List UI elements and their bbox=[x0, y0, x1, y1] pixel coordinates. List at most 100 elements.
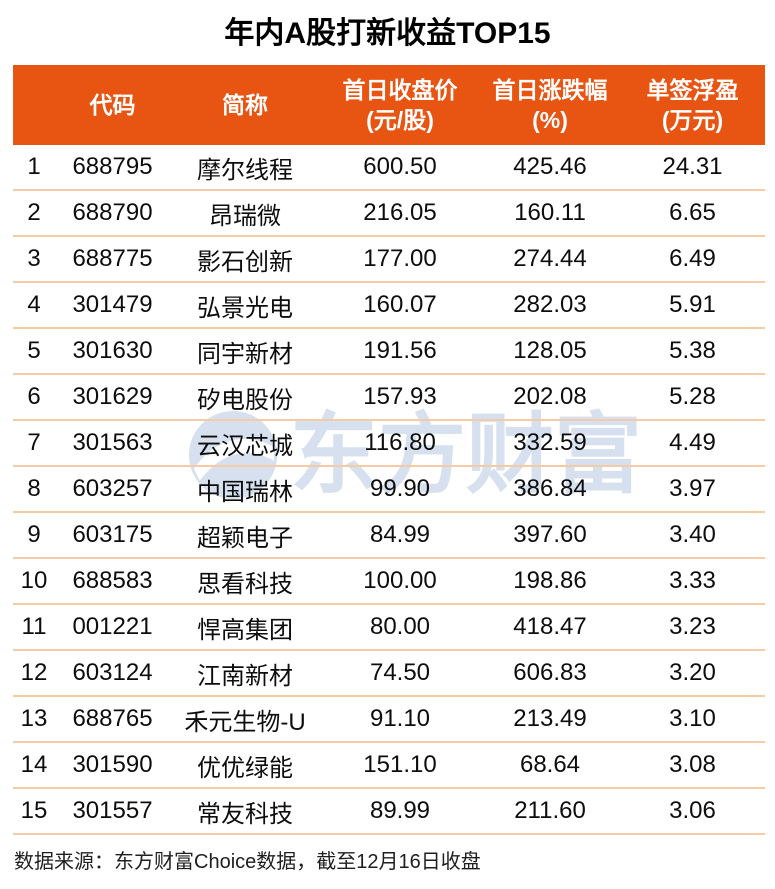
rank-cell: 2 bbox=[27, 199, 41, 226]
rank-cell: 11 bbox=[21, 613, 47, 640]
table-row: 2 688790 昂瑞微 216.05 160.11 6.65 bbox=[13, 191, 765, 237]
table-row: 15 301557 常友科技 89.99 211.60 3.06 bbox=[13, 789, 765, 835]
stock-code-cell: 301479 bbox=[72, 291, 153, 318]
stock-code-cell: 688790 bbox=[72, 199, 153, 226]
change-pct-cell: 274.44 bbox=[513, 245, 587, 272]
stock-name-cell: 中国瑞林 bbox=[197, 478, 293, 506]
stock-name-cell: 常友科技 bbox=[197, 800, 293, 828]
change-pct-cell: 160.11 bbox=[514, 199, 586, 226]
close-price-cell: 157.93 bbox=[363, 383, 437, 410]
column-header-label: 简称 bbox=[222, 92, 268, 118]
stock-code-cell: 688765 bbox=[72, 705, 153, 732]
table-body: 1 688795 摩尔线程 600.50 425.46 24.31 2 6887… bbox=[13, 145, 765, 835]
column-header-label: 首日涨跌幅 bbox=[492, 77, 608, 103]
change-pct-cell: 211.60 bbox=[514, 797, 586, 824]
stock-name-cell: 矽电股份 bbox=[197, 386, 293, 414]
rank-cell: 14 bbox=[20, 751, 48, 778]
change-pct-cell: 397.60 bbox=[513, 521, 587, 548]
change-pct-cell: 213.49 bbox=[513, 705, 587, 732]
table-row: 14 301590 优优绿能 151.10 68.64 3.08 bbox=[13, 743, 765, 789]
change-pct-cell: 68.64 bbox=[519, 751, 581, 778]
profit-cell: 4.49 bbox=[669, 429, 716, 456]
close-price-cell: 216.05 bbox=[363, 199, 437, 226]
column-header-label: 代码 bbox=[89, 92, 136, 118]
stock-name-cell: 禾元生物-U bbox=[184, 708, 306, 736]
stock-name-cell: 同宇新材 bbox=[197, 340, 293, 368]
profit-cell: 3.08 bbox=[669, 751, 716, 778]
stock-name-cell: 江南新材 bbox=[197, 662, 293, 690]
stock-name-cell: 影石创新 bbox=[197, 248, 293, 276]
stock-code-cell: 301630 bbox=[72, 337, 153, 364]
rank-cell: 3 bbox=[27, 245, 41, 272]
table-row: 11 001221 悍高集团 80.00 418.47 3.23 bbox=[13, 605, 765, 651]
ipo-returns-table: 代码 简称 首日收盘价 (元/股) 首日涨跌幅 (%) 单签浮盈 (万元) 1 … bbox=[13, 65, 765, 835]
column-header-change-pct: 首日涨跌幅 (%) bbox=[480, 65, 620, 145]
table-row: 12 603124 江南新材 74.50 606.83 3.20 bbox=[13, 651, 765, 697]
change-pct-cell: 606.83 bbox=[513, 659, 587, 686]
close-price-cell: 116.80 bbox=[364, 429, 436, 456]
column-header-sub: (%) bbox=[532, 107, 568, 133]
column-header-profit: 单签浮盈 (万元) bbox=[620, 65, 765, 145]
stock-name-cell: 云汉芯城 bbox=[197, 432, 293, 460]
rank-cell: 6 bbox=[27, 383, 41, 410]
stock-code-cell: 603175 bbox=[72, 521, 153, 548]
stock-code-cell: 301590 bbox=[72, 751, 153, 778]
close-price-cell: 74.50 bbox=[369, 659, 431, 686]
profit-cell: 3.06 bbox=[669, 797, 716, 824]
close-price-cell: 91.10 bbox=[369, 705, 431, 732]
rank-cell: 1 bbox=[27, 153, 41, 180]
column-header-name: 简称 bbox=[170, 65, 320, 145]
close-price-cell: 160.07 bbox=[363, 291, 437, 318]
stock-code-cell: 688775 bbox=[72, 245, 153, 272]
table-row: 1 688795 摩尔线程 600.50 425.46 24.31 bbox=[13, 145, 765, 191]
stock-code-cell: 301629 bbox=[72, 383, 153, 410]
table-row: 4 301479 弘景光电 160.07 282.03 5.91 bbox=[13, 283, 765, 329]
stock-code-cell: 301563 bbox=[72, 429, 153, 456]
profit-cell: 5.28 bbox=[669, 383, 716, 410]
table-header: 代码 简称 首日收盘价 (元/股) 首日涨跌幅 (%) 单签浮盈 (万元) bbox=[13, 65, 765, 145]
profit-cell: 3.20 bbox=[669, 659, 716, 686]
close-price-cell: 84.99 bbox=[369, 521, 431, 548]
rank-cell: 8 bbox=[27, 475, 41, 502]
close-price-cell: 191.56 bbox=[363, 337, 437, 364]
stock-name-cell: 超颖电子 bbox=[197, 524, 293, 552]
close-price-cell: 600.50 bbox=[363, 153, 437, 180]
change-pct-cell: 282.03 bbox=[513, 291, 587, 318]
stock-name-cell: 弘景光电 bbox=[197, 294, 293, 322]
table-row: 13 688765 禾元生物-U 91.10 213.49 3.10 bbox=[13, 697, 765, 743]
column-header-sub: (元/股) bbox=[366, 107, 434, 133]
change-pct-cell: 386.84 bbox=[513, 475, 587, 502]
profit-cell: 3.97 bbox=[669, 475, 716, 502]
change-pct-cell: 128.05 bbox=[513, 337, 587, 364]
change-pct-cell: 202.08 bbox=[513, 383, 587, 410]
change-pct-cell: 198.86 bbox=[513, 567, 587, 594]
profit-cell: 3.33 bbox=[669, 567, 716, 594]
table-row: 9 603175 超颖电子 84.99 397.60 3.40 bbox=[13, 513, 765, 559]
profit-cell: 6.49 bbox=[669, 245, 716, 272]
table-row: 5 301630 同宇新材 191.56 128.05 5.38 bbox=[13, 329, 765, 375]
change-pct-cell: 418.47 bbox=[513, 613, 587, 640]
profit-cell: 3.23 bbox=[669, 613, 716, 640]
rank-cell: 4 bbox=[27, 291, 41, 318]
close-price-cell: 89.99 bbox=[369, 797, 431, 824]
profit-cell: 5.91 bbox=[669, 291, 716, 318]
rank-cell: 12 bbox=[20, 659, 48, 686]
stock-name-cell: 摩尔线程 bbox=[197, 156, 293, 184]
rank-cell: 9 bbox=[27, 521, 41, 548]
rank-cell: 10 bbox=[20, 567, 48, 594]
stock-name-cell: 思看科技 bbox=[197, 570, 293, 598]
close-price-cell: 99.90 bbox=[369, 475, 431, 502]
rank-cell: 15 bbox=[20, 797, 48, 824]
stock-code-cell: 301557 bbox=[72, 797, 153, 824]
table-row: 7 301563 云汉芯城 116.80 332.59 4.49 bbox=[13, 421, 765, 467]
close-price-cell: 177.00 bbox=[363, 245, 437, 272]
stock-name-cell: 优优绿能 bbox=[197, 754, 293, 782]
close-price-cell: 80.00 bbox=[369, 613, 431, 640]
profit-cell: 5.38 bbox=[669, 337, 716, 364]
change-pct-cell: 425.46 bbox=[513, 153, 587, 180]
profit-cell: 6.65 bbox=[669, 199, 716, 226]
profit-cell: 3.40 bbox=[669, 521, 716, 548]
data-source-note: 数据来源：东方财富Choice数据，截至12月16日收盘 bbox=[14, 851, 481, 873]
column-header-close-price: 首日收盘价 (元/股) bbox=[320, 65, 480, 145]
